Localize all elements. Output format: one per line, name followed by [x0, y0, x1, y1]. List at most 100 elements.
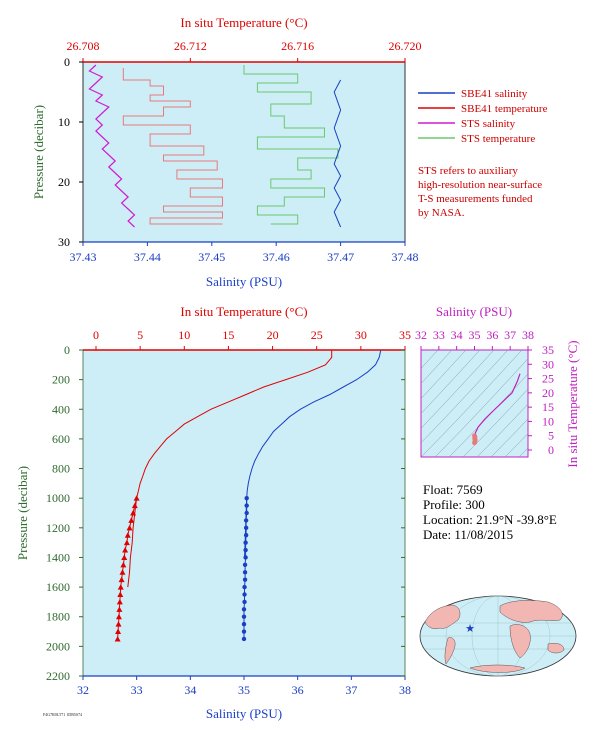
ts-temp-tick-label: 10 [542, 414, 554, 428]
legend-label: STS salinity [461, 118, 516, 130]
note-line: high-resolution near-surface [418, 179, 542, 191]
temp-tick-label: 5 [137, 328, 143, 342]
salinity-point [241, 629, 247, 634]
legend-label: STS temperature [461, 133, 535, 145]
salinity-point [243, 547, 248, 553]
note-line: T-S measurements funded [418, 193, 533, 205]
temperature-point [120, 561, 127, 568]
temp-tick-label: 26.716 [281, 39, 314, 53]
salinity-point [243, 555, 248, 560]
full-profile-series [114, 349, 382, 642]
temperature-point [115, 621, 122, 627]
temp-tick-label: 20 [267, 328, 279, 342]
pressure-tick-label: 1200 [46, 521, 70, 535]
salinity-point [243, 518, 249, 523]
salinity-point [242, 562, 248, 568]
pressure-tick-label: 800 [52, 462, 70, 476]
ts-point [472, 439, 478, 445]
ts-temp-tick-label: 30 [542, 357, 554, 371]
temp-tick-label: 30 [355, 328, 367, 342]
pressure-tick-label: 1600 [46, 580, 70, 594]
temperature-point [118, 576, 125, 583]
legend-label: SBE41 salinity [461, 88, 528, 100]
near-surface-panel: 26.708 26.712 26.716 26.720 37.43 37.44 37.45 3… [31, 15, 422, 289]
sts-temperature-green-series [243, 65, 339, 225]
temperature-point [116, 606, 123, 612]
full-profile-top-axis-label: In situ Temperature (°C) [180, 304, 307, 319]
pressure-tick-label: 400 [52, 402, 70, 416]
salinity-tick-label: 33 [131, 683, 143, 697]
salinity-point [241, 636, 247, 642]
salinity-tick-label: 37.47 [327, 250, 354, 264]
salinity-tick-label: 37.48 [392, 250, 419, 264]
float-location-star-icon: ★ [465, 623, 475, 635]
near-surface-left-axis-label: Pressure (decibar) [31, 105, 46, 199]
ts-series [472, 373, 521, 446]
salinity-point [244, 495, 249, 501]
pressure-tick-label: 600 [52, 432, 70, 446]
footer-id: F4G7R0LT71 1DB5S74 [43, 712, 82, 717]
salinity-point [243, 540, 248, 545]
salinity-tick-label: 35 [238, 683, 250, 697]
pressure-tick-label: 200 [52, 373, 70, 387]
salinity-point [241, 621, 247, 627]
temp-tick-label: 10 [178, 328, 190, 342]
density-contour [490, 418, 528, 457]
salinity-tick-label: 32 [77, 683, 89, 697]
salinity-point [242, 570, 248, 575]
density-contour [421, 350, 523, 457]
salinity-point [242, 599, 247, 605]
pressure-tick-label: 20 [58, 175, 70, 189]
location: Location: 21.9°N -39.8°E [423, 512, 557, 527]
legend-label: SBE41 temperature [461, 103, 548, 115]
temperature-point [114, 635, 121, 642]
temperature-point [115, 628, 122, 635]
pressure-tick-label: 0 [64, 55, 70, 69]
salinity-point [242, 592, 247, 597]
temperature-point [122, 547, 129, 553]
density-contour [462, 388, 528, 457]
ts-right-axis-label: In situ Temperature (°C) [565, 340, 580, 467]
ts-temp-tick-label: 5 [548, 429, 554, 443]
temperature-point [123, 539, 130, 546]
ts-point [472, 433, 477, 439]
ts-salinity-tick-label: 38 [522, 328, 534, 342]
ts-curve [473, 373, 521, 439]
temperature-point [119, 569, 126, 575]
salinity-tick-label: 37.43 [70, 250, 97, 264]
near-surface-plot-area [82, 61, 406, 243]
ts-temp-tick-label: 25 [542, 372, 554, 386]
sts-note: STS refers to auxiliary high-resolution … [418, 165, 542, 219]
temp-tick-label: 25 [311, 328, 323, 342]
pressure-tick-label: 1000 [46, 491, 70, 505]
salinity-tick-label: 36 [292, 683, 304, 697]
ts-salinity-tick-label: 36 [486, 328, 498, 342]
note-line: by NASA. [418, 207, 465, 219]
pressure-tick-label: 1400 [46, 550, 70, 564]
density-contour [421, 350, 439, 369]
pressure-tick-label: 30 [58, 235, 70, 249]
salinity-tick-label: 37.46 [263, 250, 290, 264]
map-land [424, 600, 565, 673]
density-contours [421, 350, 528, 457]
salinity-point [241, 607, 247, 612]
pressure-tick-label: 10 [58, 115, 70, 129]
float-number: Float: 7569 [423, 482, 483, 497]
density-contour [421, 350, 481, 414]
temperature-point [133, 495, 140, 501]
density-contour [518, 447, 528, 457]
salinity-point [242, 584, 247, 590]
temp-tick-label: 26.712 [174, 39, 207, 53]
density-contour [421, 350, 495, 429]
temperature-point [116, 598, 123, 605]
near-surface-bottom-axis-label: Salinity (PSU) [206, 274, 282, 289]
salinity-tick-label: 38 [399, 683, 411, 697]
temp-tick-label: 0 [93, 328, 99, 342]
salinity-tick-label: 37.45 [198, 250, 225, 264]
sts-temperature-series [122, 68, 223, 225]
pressure-tick-label: 2000 [46, 639, 70, 653]
temperature-point [117, 591, 124, 597]
temperature-point [115, 613, 122, 620]
